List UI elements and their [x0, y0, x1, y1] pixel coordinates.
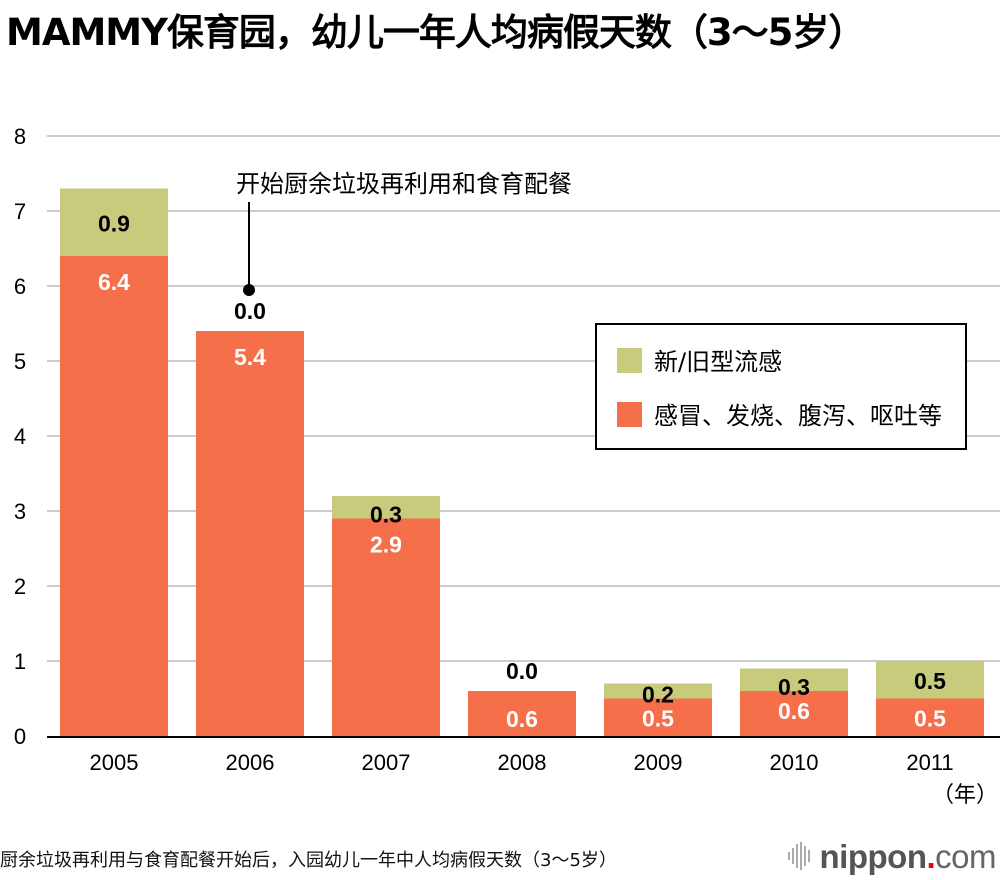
y-tick-label: 1 — [14, 649, 26, 674]
data-label-influenza: 0.9 — [98, 210, 130, 236]
chart-title: MAMMY保育园，幼儿一年人均病假天数（3～5岁） — [6, 11, 865, 54]
bar-influenza — [740, 668, 848, 691]
x-tick-label: 2009 — [634, 750, 683, 775]
bars — [60, 188, 984, 736]
bar-influenza — [876, 661, 984, 699]
brand-dot: . — [926, 838, 936, 875]
logo-bars-icon — [787, 840, 814, 878]
data-label-influenza: 0.5 — [914, 668, 946, 694]
legend-swatch-cold-fever — [617, 402, 642, 427]
data-label-cold-fever: 6.4 — [98, 269, 130, 295]
x-tick-label: 2007 — [362, 750, 411, 775]
footer-caption: 厨余垃圾再利用与食育配餐开始后，入园幼儿一年中人均病假天数（3～5岁） — [0, 850, 617, 871]
data-label-influenza: 0.3 — [370, 502, 402, 528]
annotation: 开始厨余垃圾再利用和食育配餐 — [236, 170, 572, 296]
bar-cold-fever — [604, 698, 712, 736]
y-tick-label: 8 — [14, 124, 26, 149]
bar-cold-fever — [876, 698, 984, 736]
x-tick-label: 2010 — [770, 750, 819, 775]
legend-label-cold-fever: 感冒、发烧、腹泻、呕吐等 — [654, 402, 942, 430]
brand-tld: com — [935, 838, 996, 875]
x-tick-label: 2011 — [906, 750, 953, 775]
bar-influenza — [332, 496, 440, 519]
bar-influenza — [60, 188, 168, 256]
legend-label-influenza: 新/旧型流感 — [654, 348, 782, 376]
x-tick-label: 2005 — [90, 750, 139, 775]
x-axis-unit-label: （年） — [932, 783, 998, 808]
legend: 新/旧型流感 感冒、发烧、腹泻、呕吐等 — [595, 323, 967, 450]
x-axis-ticks: 2005 2006 2007 2008 2009 2010 2011 — [90, 750, 954, 775]
y-tick-label: 2 — [14, 574, 26, 599]
nippon-logo: nippon.com — [787, 838, 996, 878]
data-label-influenza: 0.2 — [642, 682, 674, 708]
legend-swatch-influenza — [617, 348, 642, 373]
bar-cold-fever — [60, 256, 168, 736]
data-label-influenza: 0.3 — [778, 674, 810, 700]
legend-box — [595, 323, 967, 450]
bar-influenza — [604, 683, 712, 699]
data-label-influenza: 0.0 — [234, 298, 266, 324]
y-axis-ticks: 0 1 2 3 4 5 6 7 8 — [14, 124, 26, 749]
bar-cold-fever — [468, 691, 576, 736]
data-labels: 6.40.95.40.02.90.30.60.00.50.20.60.30.50… — [98, 210, 946, 732]
data-label-influenza: 0.0 — [506, 658, 538, 684]
y-tick-label: 6 — [14, 274, 26, 299]
data-label-cold-fever: 0.6 — [506, 706, 538, 732]
data-label-cold-fever: 2.9 — [370, 532, 402, 558]
annotation-dot — [243, 284, 255, 296]
annotation-text: 开始厨余垃圾再利用和食育配餐 — [236, 170, 572, 198]
y-tick-label: 0 — [14, 724, 26, 749]
bar-cold-fever — [196, 331, 304, 736]
y-tick-label: 3 — [14, 499, 26, 524]
bar-cold-fever — [332, 518, 440, 736]
data-label-cold-fever: 0.5 — [642, 706, 674, 732]
x-tick-label: 2008 — [498, 750, 547, 775]
data-label-cold-fever: 5.4 — [234, 344, 266, 370]
brand-name: nippon — [819, 838, 927, 875]
y-tick-label: 4 — [14, 424, 26, 449]
x-tick-label: 2006 — [226, 750, 275, 775]
data-label-cold-fever: 0.5 — [914, 706, 946, 732]
y-tick-label: 5 — [14, 349, 26, 374]
y-tick-label: 7 — [14, 199, 26, 224]
data-label-cold-fever: 0.6 — [778, 698, 810, 724]
bar-cold-fever — [740, 691, 848, 736]
